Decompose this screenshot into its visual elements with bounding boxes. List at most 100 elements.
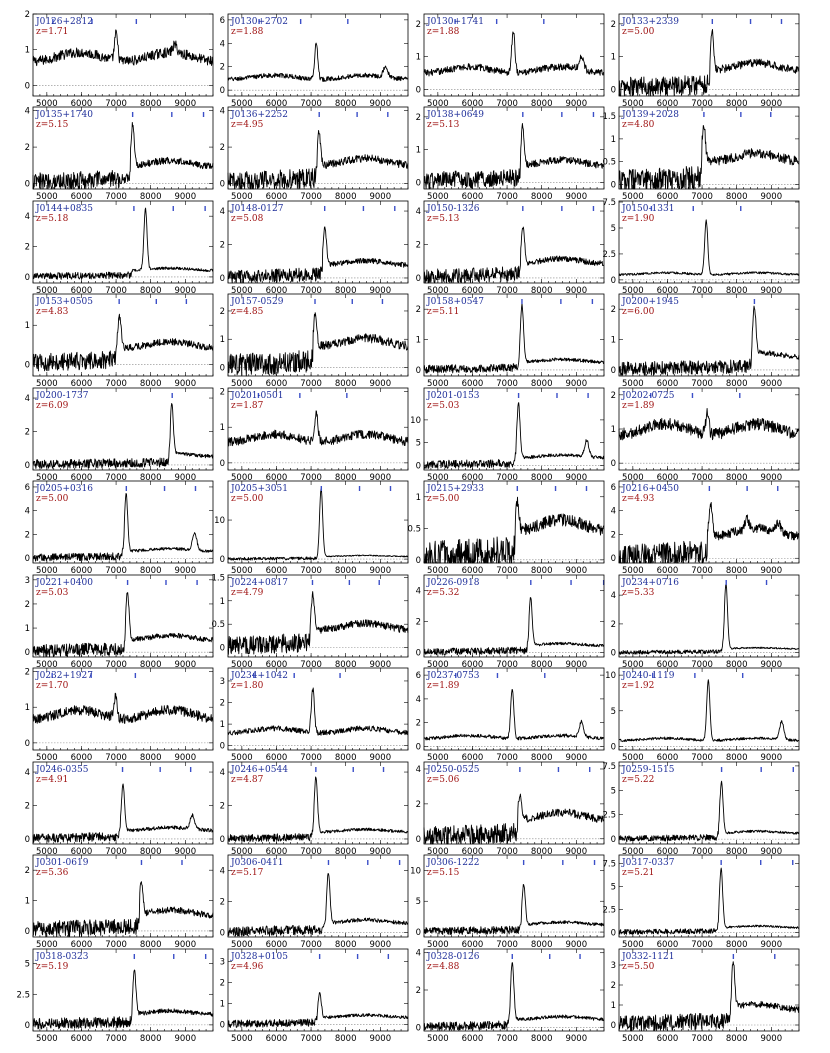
y-tick-label: 0 <box>25 648 30 658</box>
y-tick-label: 4 <box>611 507 616 517</box>
spectrum-line <box>227 129 409 190</box>
x-tick-label: 5000 <box>36 940 58 950</box>
x-tick-label: 6000 <box>71 286 93 296</box>
y-tick-label: 0 <box>25 180 30 190</box>
x-tick-label: 9000 <box>760 99 782 109</box>
redshift-label: z=5.00 <box>427 494 460 504</box>
x-tick-label: 6000 <box>462 99 484 109</box>
redshift-label: z=5.19 <box>36 962 69 972</box>
x-tick-label: 8000 <box>140 940 162 950</box>
y-tick-label: 2 <box>611 20 616 30</box>
object-name: J0135+1740 <box>35 110 93 120</box>
x-tick-label: 6000 <box>266 847 288 857</box>
y-tick-label: 4 <box>25 507 30 517</box>
x-tick-label: 6000 <box>71 473 93 483</box>
x-tick-label: 9000 <box>760 473 782 483</box>
object-name: J0150-1331 <box>621 204 674 214</box>
x-tick-label: 5000 <box>427 473 449 483</box>
y-tick-label: 0 <box>25 360 30 370</box>
spectrum-line <box>618 305 800 376</box>
y-tick-label: 0 <box>25 81 30 91</box>
x-tick-label: 7000 <box>300 473 322 483</box>
x-tick-label: 8000 <box>335 99 357 109</box>
y-tick-label: 0 <box>416 461 421 471</box>
redshift-label: z=5.00 <box>36 494 69 504</box>
redshift-label: z=4.95 <box>231 120 264 130</box>
spectrum-panel: 5000 6000 7000 8000 9000 0 0.5 1 J0215+2933z=5.0… <box>407 480 605 576</box>
x-tick-label: 5000 <box>427 286 449 296</box>
x-tick-label: 7000 <box>691 940 713 950</box>
x-tick-label: 6000 <box>266 566 288 576</box>
y-tick-label: 2.5 <box>602 250 616 260</box>
spectrum-line <box>423 31 605 77</box>
x-tick-label: 6000 <box>266 940 288 950</box>
object-name: J0136+2252 <box>230 110 288 120</box>
y-tick-label: 4 <box>220 39 225 49</box>
x-tick-label: 5000 <box>427 753 449 763</box>
x-tick-label: 9000 <box>369 192 391 202</box>
y-tick-label: 3 <box>220 958 225 968</box>
y-tick-label: 0 <box>220 274 225 284</box>
y-tick-label: 1 <box>416 336 421 346</box>
y-tick-label: 2 <box>220 143 225 153</box>
x-tick-label: 7000 <box>496 660 518 670</box>
y-tick-label: 0 <box>611 649 616 659</box>
spectrum-line <box>423 123 605 190</box>
object-name: J0205+0316 <box>35 484 93 494</box>
y-tick-label: 7.5 <box>602 198 616 208</box>
x-tick-label: 5000 <box>622 566 644 576</box>
y-tick-label: 2 <box>25 10 30 20</box>
redshift-label: z=1.92 <box>622 681 654 691</box>
spectrum-line <box>32 783 214 843</box>
x-tick-label: 8000 <box>140 473 162 483</box>
y-tick-label: 2.5 <box>16 990 30 1000</box>
x-tick-label: 6000 <box>266 286 288 296</box>
x-tick-label: 9000 <box>565 99 587 109</box>
y-tick-label: 0 <box>416 835 421 845</box>
y-tick-label: 0 <box>416 928 421 938</box>
x-tick-label: 6000 <box>462 566 484 576</box>
x-tick-label: 5000 <box>231 379 253 389</box>
x-tick-label: 7000 <box>691 660 713 670</box>
spectrum-line <box>618 780 800 843</box>
spectrum-line <box>32 207 214 280</box>
y-tick-label: 0 <box>611 835 616 845</box>
spectrum-line <box>618 28 800 97</box>
spectrum-line <box>227 42 409 82</box>
spectrum-line <box>423 226 605 284</box>
x-tick-label: 7000 <box>300 99 322 109</box>
x-tick-label: 7000 <box>300 1034 322 1044</box>
x-tick-label: 7000 <box>105 753 127 763</box>
x-tick-label: 9000 <box>760 940 782 950</box>
x-tick-label: 6000 <box>462 379 484 389</box>
y-tick-label: 2 <box>220 699 225 709</box>
x-tick-label: 6000 <box>462 1034 484 1044</box>
x-tick-label: 5000 <box>427 1034 449 1044</box>
x-tick-label: 9000 <box>174 473 196 483</box>
y-tick-label: 4 <box>25 107 30 117</box>
y-tick-label: 10 <box>410 866 421 876</box>
object-name: J0317-0337 <box>621 858 675 868</box>
y-tick-label: 2 <box>25 428 30 438</box>
x-tick-label: 8000 <box>726 99 748 109</box>
spectrum-line <box>618 867 800 935</box>
y-tick-label: 1 <box>416 53 421 63</box>
y-tick-label: 7.5 <box>602 762 616 772</box>
y-tick-label: 2 <box>611 391 616 401</box>
y-tick-label: 4 <box>611 591 616 601</box>
x-tick-label: 9000 <box>369 847 391 857</box>
x-tick-label: 7000 <box>105 473 127 483</box>
x-tick-label: 6000 <box>657 192 679 202</box>
y-tick-label: 4 <box>220 866 225 876</box>
spectrum-line <box>618 679 800 743</box>
y-tick-label: 0 <box>611 554 616 564</box>
y-tick-label: 3 <box>25 576 30 586</box>
x-tick-label: 7000 <box>300 286 322 296</box>
x-tick-label: 9000 <box>565 1034 587 1044</box>
